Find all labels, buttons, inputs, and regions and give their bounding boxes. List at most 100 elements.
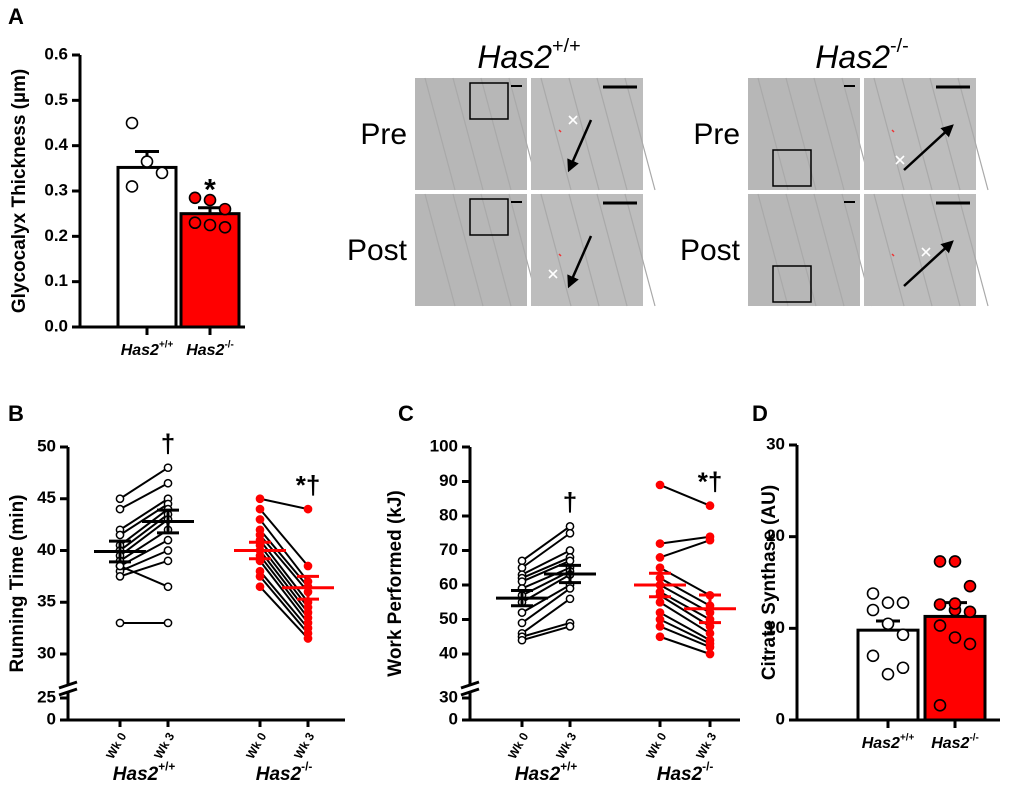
micrograph [531, 78, 643, 190]
data-point [565, 556, 575, 566]
paired-line [119, 565, 169, 588]
y-tick-label: 60 [439, 574, 458, 593]
data-point [163, 463, 173, 473]
roi-box [772, 149, 812, 187]
data-point [517, 556, 527, 566]
x-tick-label-sup: -/- [969, 732, 978, 743]
x-tick-label-sup: +/+ [159, 339, 174, 350]
data-point [155, 166, 169, 180]
cross-mark [568, 115, 578, 125]
bar [116, 165, 178, 329]
data-point [125, 116, 139, 130]
y-tick-label: 0 [449, 709, 458, 728]
data-point [125, 180, 139, 193]
micrograph-texture [480, 193, 512, 307]
data-point [203, 193, 217, 207]
micrograph [748, 194, 860, 306]
x-tick-label-base: Has2 [186, 342, 224, 359]
axis-break [460, 687, 480, 697]
annotation: † [161, 429, 175, 459]
paired-line [521, 621, 571, 638]
data-point [933, 699, 947, 712]
paired-line [659, 601, 711, 635]
group-label-base: Has2 [256, 764, 302, 785]
micrograph [415, 194, 527, 306]
data-point [255, 504, 265, 514]
y-tick-label: 40 [439, 643, 458, 662]
micrograph-texture [813, 77, 845, 191]
cross-mark [921, 247, 931, 257]
flow-arrow [567, 119, 593, 173]
paired-line [119, 497, 169, 531]
data-point [705, 628, 715, 638]
paired-line [119, 508, 169, 547]
paired-line [119, 518, 169, 557]
group-label-base: Has2 [515, 764, 561, 785]
axis-break [460, 680, 480, 690]
data-point [963, 605, 977, 619]
y-axis-title: Citrate Synthase (AU) [759, 485, 780, 680]
group-label-base: Has2 [113, 764, 159, 785]
data-point [881, 617, 895, 631]
data-point [517, 618, 527, 628]
x-tick-label: Has2-/- [931, 732, 979, 752]
group-label-sup: -/- [702, 761, 713, 774]
data-point [948, 597, 962, 610]
y-tick-label: 0.1 [44, 271, 68, 290]
micrograph-texture [424, 193, 456, 307]
data-point [163, 546, 173, 555]
data-point [933, 619, 947, 632]
paired-line [259, 549, 309, 614]
group-label-sup: +/+ [158, 761, 175, 774]
y-axis-title: Running Time (min) [7, 494, 28, 672]
micrograph-texture [596, 77, 628, 191]
data-point [933, 555, 947, 568]
red-mark [891, 253, 895, 257]
image-row-label: Pre [693, 118, 740, 151]
data-point [565, 528, 575, 538]
data-point [948, 555, 962, 568]
group-label-sup: +/+ [560, 761, 577, 774]
y-tick-label: 100 [430, 436, 458, 455]
roi-box [772, 265, 812, 303]
red-mark [558, 129, 562, 133]
y-tick-label: 25 [37, 687, 56, 706]
data-point [303, 634, 313, 643]
micrograph-texture [813, 193, 845, 307]
micrograph-texture [901, 77, 933, 191]
data-point [896, 628, 910, 642]
paired-line [521, 525, 571, 562]
y-tick-label: 0.0 [44, 316, 68, 335]
data-point [896, 596, 910, 609]
micrograph-texture [873, 193, 905, 307]
paired-line [521, 566, 571, 590]
image-group-title-sup: +/+ [552, 35, 581, 57]
data-point [115, 504, 125, 514]
x-tick-label: Has2-/- [186, 339, 234, 359]
paired-line [659, 484, 711, 507]
paired-line [521, 625, 571, 642]
data-point [255, 515, 265, 524]
annotation: * [204, 174, 216, 207]
micrograph-texture [901, 193, 933, 307]
paired-line [259, 575, 309, 634]
panel-letter: D [752, 401, 768, 426]
image-row-label: Post [347, 234, 408, 267]
data-point [655, 608, 665, 617]
data-point [163, 556, 173, 566]
flow-arrow [567, 235, 593, 289]
group-label-base: Has2 [657, 764, 703, 785]
panel-letter: C [398, 401, 414, 426]
paired-line [659, 625, 711, 649]
data-point [255, 494, 265, 504]
data-point [866, 649, 880, 663]
y-tick-label: 90 [439, 471, 458, 490]
x-tick-label: Wk 0 [103, 730, 129, 762]
annotation: *† [698, 467, 723, 497]
micrograph [864, 194, 976, 306]
data-point [303, 504, 313, 514]
image-group-title-base: Has2 [815, 39, 890, 75]
data-point [115, 572, 125, 581]
data-point [655, 615, 665, 624]
